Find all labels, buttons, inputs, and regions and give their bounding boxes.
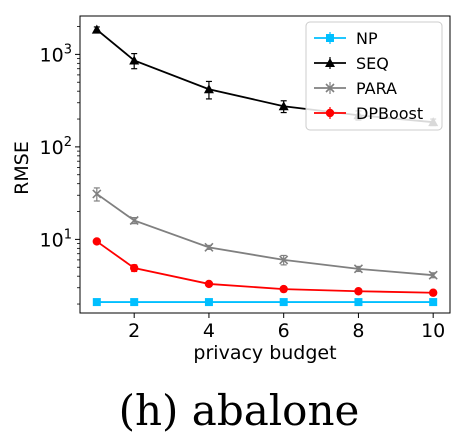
x-tick-label: 10 [421,320,445,342]
data-point [278,101,289,111]
legend-marker [326,34,334,42]
data-point [92,237,102,246]
legend-label: NP [356,29,378,48]
data-point [279,255,289,265]
figure-caption: (h) abalone [119,386,360,435]
y-tick-label: 102 [40,135,72,159]
data-point [353,264,363,274]
data-point [130,298,139,307]
y-tick-label: 103 [40,42,72,66]
data-point [92,298,101,307]
data-point [129,215,139,226]
axes: 2 4 6 8 10 101 102 103 [40,15,451,342]
data-point [204,242,214,252]
legend-label: DPBoost [356,104,423,123]
data-point [129,55,140,65]
x-tick-label: 6 [278,320,290,342]
legend-item-dpboost: DPBoost [314,104,423,123]
data-point [204,298,213,307]
legend-box [305,21,443,131]
legend-label: PARA [356,79,397,98]
legend-label: SEQ [356,54,389,73]
legend: NP SEQ PARA DPBoost [305,21,443,131]
legend-item-seq: SEQ [314,54,389,73]
series-np [92,298,438,307]
data-point [428,270,438,280]
legend-marker [325,58,335,67]
data-point [129,263,139,273]
legend-marker [325,83,335,93]
x-tick-label: 2 [128,320,140,342]
x-tick-label: 4 [203,320,215,342]
data-point [279,284,288,294]
series-dpboost [92,237,438,297]
y-axis-title: RMSE [11,141,33,195]
data-point [429,298,438,307]
data-point [354,287,363,296]
data-point [428,288,438,297]
series-line [96,240,434,294]
plot-frame [79,15,451,314]
data-point [91,24,102,34]
series-para [92,187,438,280]
series-line [96,193,434,277]
data-point [204,279,214,289]
x-tick-label: 8 [352,320,364,342]
legend-item-para: PARA [314,79,397,98]
legend-item-np: NP [314,29,378,48]
legend-marker [325,108,335,118]
data-point [203,84,214,94]
data-point [92,189,102,199]
x-axis-title: privacy budget [193,342,336,364]
data-point [279,298,288,307]
data-point [354,298,363,307]
y-tick-label: 101 [40,227,72,251]
